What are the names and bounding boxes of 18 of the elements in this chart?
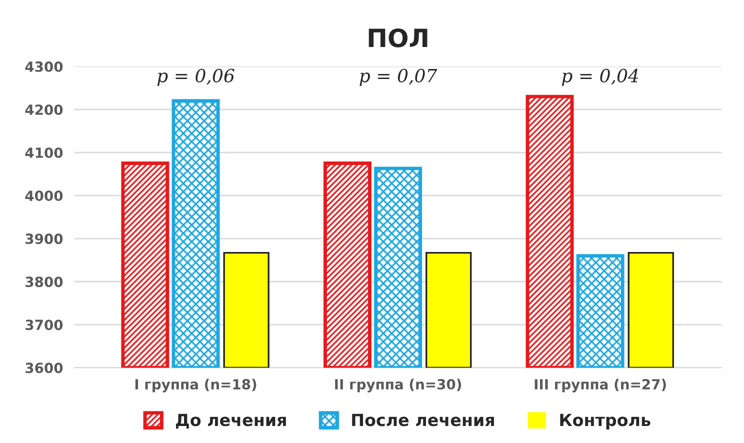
y-tick-label: 4000 <box>25 190 63 202</box>
y-tick-label: 3900 <box>26 234 63 244</box>
x-tick-label: II группа (n=30) <box>335 378 462 392</box>
y-tick-label: 4300 <box>25 61 63 72</box>
annotation: p = 0,06 <box>157 68 234 86</box>
annotation: p = 0,04 <box>562 68 638 86</box>
legend-label: До лечения <box>176 414 286 429</box>
legend-label: После лечения <box>352 414 494 426</box>
y-tick-label: 3700 <box>26 320 63 330</box>
x-tick-label: III группа (n=27) <box>534 378 666 392</box>
y-tick-label: 4200 <box>25 104 63 115</box>
x-tick-label: I группа (n=18) <box>135 378 256 392</box>
y-tick-label: 3600 <box>26 362 63 374</box>
y-tick-label: 3800 <box>26 276 63 288</box>
chart-title: ПОЛ <box>368 28 428 48</box>
y-tick-label: 4100 <box>25 147 63 158</box>
legend-label: Контроль <box>560 414 650 430</box>
annotation: p = 0,07 <box>360 68 438 86</box>
